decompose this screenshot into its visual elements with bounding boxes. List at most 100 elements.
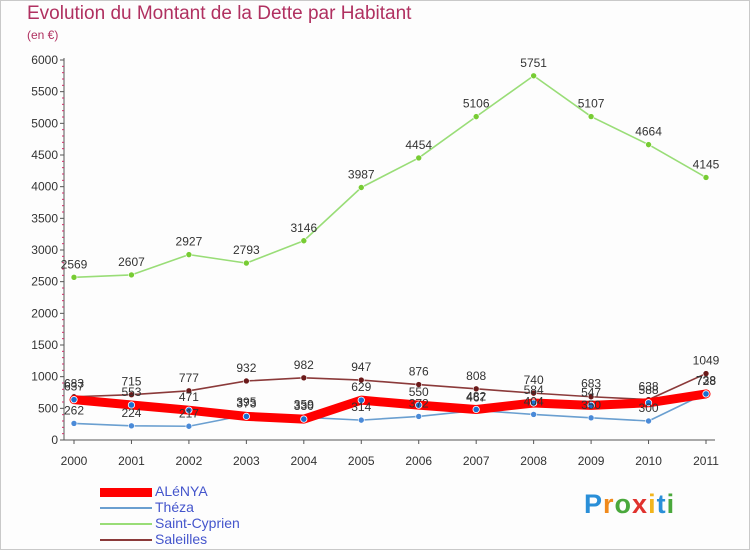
data-label-saleilles: 1049 bbox=[693, 354, 720, 368]
data-label-th-za: 738 bbox=[696, 373, 716, 387]
y-tick-label: 500 bbox=[38, 401, 58, 415]
data-point-saint-cyprien bbox=[300, 237, 308, 245]
x-tick-label: 2006 bbox=[405, 454, 432, 468]
data-point-saleilles bbox=[587, 393, 595, 401]
data-point-al-nya bbox=[70, 396, 78, 404]
data-label-saleilles: 683 bbox=[581, 377, 601, 391]
data-point-th-za bbox=[357, 416, 365, 424]
data-point-al-nya bbox=[415, 401, 423, 409]
data-label-saleilles: 715 bbox=[121, 375, 141, 389]
legend-label-saleilles: Saleilles bbox=[155, 531, 208, 547]
legend-swatch-saleilles bbox=[100, 539, 152, 541]
legend-label-saint-cyprien: Saint-Cyprien bbox=[155, 515, 240, 531]
proxiti-logo: Proxiti bbox=[584, 489, 675, 520]
series-line-saint-cyprien bbox=[73, 74, 707, 279]
data-label-th-za: 350 bbox=[581, 398, 601, 412]
x-tick-label: 2010 bbox=[635, 454, 662, 468]
data-label-al-nya: 373 bbox=[236, 396, 256, 410]
logo-letter: o bbox=[614, 489, 633, 519]
data-point-saleilles bbox=[185, 387, 193, 395]
chart-unit-label: (en €) bbox=[27, 28, 59, 42]
data-label-saint-cyprien: 2607 bbox=[118, 255, 145, 269]
data-point-saleilles bbox=[128, 391, 135, 399]
data-point-al-nya bbox=[530, 399, 538, 407]
data-label-saleilles: 740 bbox=[524, 373, 544, 387]
y-tick-label: 5000 bbox=[31, 116, 58, 130]
data-label-al-nya: 550 bbox=[409, 385, 429, 399]
legend-item-saint-cyprien: Saint-Cyprien bbox=[100, 515, 320, 532]
data-label-saint-cyprien: 2793 bbox=[233, 243, 260, 257]
data-label-saint-cyprien: 4454 bbox=[405, 138, 432, 152]
data-point-saint-cyprien bbox=[185, 251, 193, 258]
data-label-saint-cyprien: 4145 bbox=[693, 157, 720, 171]
legend-swatch-theza bbox=[100, 507, 152, 509]
data-label-th-za: 467 bbox=[466, 390, 486, 404]
chart-series bbox=[69, 72, 711, 430]
x-tick-label: 2008 bbox=[520, 454, 547, 468]
data-label-al-nya: 637 bbox=[64, 380, 84, 394]
data-label-saleilles: 947 bbox=[351, 360, 371, 374]
chart-axes: 0 500 1000 1500 2000 2500 3000 3500 4000 4500 5000… bbox=[31, 53, 719, 468]
data-point-th-za bbox=[645, 417, 652, 425]
y-tick-label: 3500 bbox=[31, 211, 58, 225]
y-tick-label: 5500 bbox=[31, 85, 58, 99]
chart-data-labels: 262 224 217 395 359 314 372 467 404 350 300 738 2569… bbox=[61, 56, 720, 420]
data-label-al-nya: 728 bbox=[696, 374, 716, 388]
data-point-saleilles bbox=[472, 385, 480, 393]
data-label-saint-cyprien: 5107 bbox=[578, 97, 605, 111]
data-label-saleilles: 683 bbox=[64, 377, 84, 391]
data-point-al-nya bbox=[127, 401, 136, 409]
y-tick-label: 4000 bbox=[31, 180, 58, 194]
data-label-al-nya: 482 bbox=[466, 389, 486, 403]
logo-letter: t bbox=[656, 489, 667, 519]
data-point-saint-cyprien bbox=[702, 174, 710, 181]
data-point-saint-cyprien bbox=[128, 271, 135, 279]
data-label-al-nya: 584 bbox=[524, 383, 544, 397]
data-point-saleilles bbox=[415, 381, 423, 388]
data-label-th-za: 395 bbox=[236, 395, 256, 409]
data-label-saleilles: 876 bbox=[409, 365, 429, 379]
x-tick-label: 2005 bbox=[348, 454, 375, 468]
y-tick-label: 4500 bbox=[31, 148, 58, 162]
data-point-th-za bbox=[587, 414, 595, 422]
data-label-al-nya: 471 bbox=[179, 390, 199, 404]
data-point-th-za bbox=[128, 422, 135, 430]
data-point-al-nya bbox=[702, 390, 710, 398]
data-point-saleilles bbox=[530, 389, 537, 397]
data-label-saint-cyprien: 5106 bbox=[463, 97, 490, 111]
x-tick-label: 2009 bbox=[578, 454, 605, 468]
series-line-th-za bbox=[73, 392, 707, 428]
data-point-saint-cyprien bbox=[587, 113, 595, 120]
series-line-al-nya bbox=[69, 389, 711, 424]
chart-title: Evolution du Montant de la Dette par Hab… bbox=[27, 3, 412, 24]
data-label-saint-cyprien: 2569 bbox=[61, 257, 88, 271]
legend-item-theza: Théza bbox=[100, 499, 320, 516]
data-point-al-nya bbox=[242, 412, 250, 420]
logo-letter: r bbox=[603, 489, 615, 519]
data-point-th-za bbox=[530, 411, 537, 418]
data-label-saleilles: 808 bbox=[466, 369, 486, 383]
data-point-saleilles bbox=[357, 376, 365, 384]
logo-letter: P bbox=[584, 489, 604, 519]
logo-letter: x bbox=[632, 489, 649, 519]
series-line-saleilles bbox=[73, 372, 707, 401]
x-tick-label: 2007 bbox=[463, 454, 490, 468]
x-tick-label: 2004 bbox=[290, 454, 317, 468]
data-point-saleilles bbox=[702, 370, 710, 377]
legend-swatch-alenya bbox=[100, 488, 152, 497]
data-point-saint-cyprien bbox=[357, 184, 365, 191]
data-label-saint-cyprien: 3146 bbox=[290, 221, 317, 235]
data-point-saint-cyprien bbox=[530, 72, 537, 80]
data-label-th-za: 224 bbox=[121, 406, 141, 420]
data-point-saint-cyprien bbox=[70, 273, 78, 281]
data-label-th-za: 300 bbox=[639, 401, 659, 415]
legend-swatch-saint-cyprien bbox=[100, 523, 152, 525]
x-tick-label: 2011 bbox=[693, 454, 719, 468]
data-point-saleilles bbox=[300, 374, 308, 382]
data-point-saint-cyprien bbox=[243, 259, 250, 267]
data-label-al-nya: 553 bbox=[121, 385, 141, 399]
x-tick-label: 2003 bbox=[233, 454, 260, 468]
data-point-saint-cyprien bbox=[645, 141, 652, 148]
logo-letter: i bbox=[666, 489, 676, 519]
y-tick-label: 1000 bbox=[31, 370, 58, 384]
